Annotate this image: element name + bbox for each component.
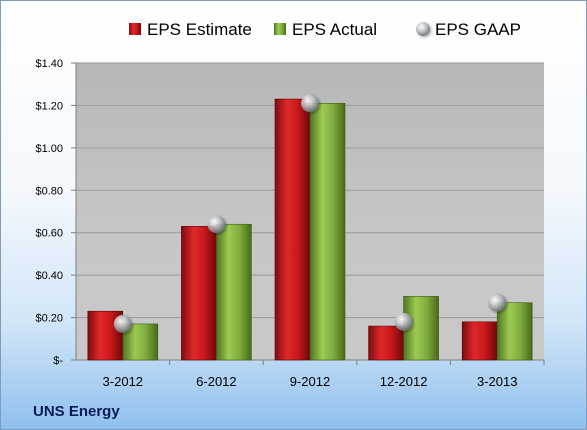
bar-eps-estimate	[368, 325, 404, 361]
point-eps-gaap	[113, 314, 132, 333]
legend-swatch-estimate	[129, 23, 141, 35]
y-tick-label: $1.00	[35, 143, 63, 155]
x-tick-label: 3-2013	[477, 374, 517, 389]
y-tick-label: $0.40	[35, 270, 63, 282]
legend-label: EPS GAAP	[435, 20, 521, 39]
legend-label: EPS Actual	[292, 20, 377, 39]
y-tick-label: $0.80	[35, 185, 63, 197]
gaap-points	[113, 94, 507, 333]
bar-eps-actual	[216, 223, 252, 361]
legend-swatch-actual	[274, 23, 286, 35]
y-tick-label: $-	[53, 355, 63, 367]
y-axis-ticks: $- $0.20 $0.40 $0.60 $0.80 $1.00 $1.20 $1.40	[35, 58, 77, 367]
bar-eps-estimate	[461, 321, 498, 361]
legend-label: EPS Estimate	[147, 20, 252, 39]
y-tick-label: $0.20	[35, 313, 63, 325]
y-tick-label: $1.40	[35, 58, 63, 70]
company-name: UNS Energy	[33, 403, 120, 420]
x-tick-label: 3-2012	[103, 374, 143, 389]
x-tick-label: 9-2012	[290, 374, 330, 389]
bar-eps-actual	[309, 103, 346, 361]
point-eps-gaap	[301, 94, 319, 113]
x-tick-label: 12-2012	[380, 374, 428, 389]
legend-swatch-gaap	[416, 22, 430, 36]
point-eps-gaap	[488, 293, 507, 312]
x-axis-ticks: 3-2012 6-2012 9-2012 12-2012 3-2013	[103, 360, 545, 389]
y-tick-label: $1.20	[35, 100, 63, 112]
point-eps-gaap	[207, 215, 226, 234]
legend: EPS Estimate EPS Actual EPS GAAP	[129, 20, 521, 39]
y-tick-label: $0.60	[35, 228, 63, 240]
bar-eps-estimate	[181, 226, 217, 361]
bar-eps-actual	[496, 302, 533, 361]
bar-eps-estimate	[274, 98, 311, 361]
x-tick-label: 6-2012	[196, 374, 236, 389]
bar-eps-estimate	[87, 310, 124, 361]
point-eps-gaap	[394, 312, 413, 331]
